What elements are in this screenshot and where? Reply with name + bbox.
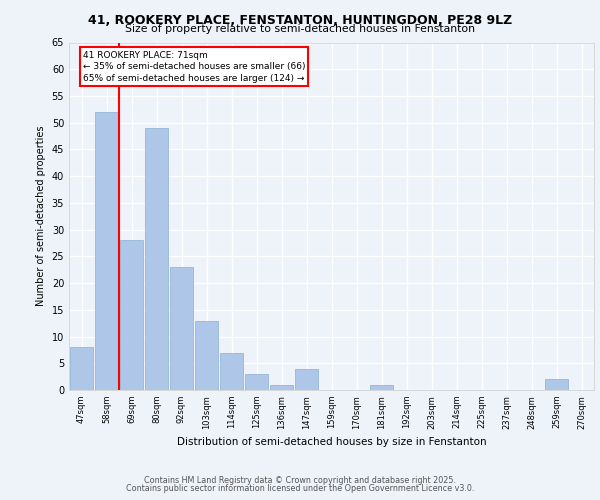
- Text: 41, ROOKERY PLACE, FENSTANTON, HUNTINGDON, PE28 9LZ: 41, ROOKERY PLACE, FENSTANTON, HUNTINGDO…: [88, 14, 512, 27]
- Bar: [95, 112, 118, 390]
- Y-axis label: Number of semi-detached properties: Number of semi-detached properties: [36, 126, 46, 306]
- Bar: [370, 384, 393, 390]
- Text: 41 ROOKERY PLACE: 71sqm
← 35% of semi-detached houses are smaller (66)
65% of se: 41 ROOKERY PLACE: 71sqm ← 35% of semi-de…: [83, 50, 305, 83]
- Bar: [245, 374, 268, 390]
- Bar: [220, 352, 243, 390]
- X-axis label: Distribution of semi-detached houses by size in Fenstanton: Distribution of semi-detached houses by …: [176, 437, 487, 447]
- Bar: [545, 380, 568, 390]
- Bar: [70, 347, 93, 390]
- Text: Contains public sector information licensed under the Open Government Licence v3: Contains public sector information licen…: [126, 484, 474, 493]
- Bar: [195, 320, 218, 390]
- Bar: [120, 240, 143, 390]
- Bar: [295, 368, 318, 390]
- Bar: [170, 267, 193, 390]
- Text: Size of property relative to semi-detached houses in Fenstanton: Size of property relative to semi-detach…: [125, 24, 475, 34]
- Bar: [145, 128, 168, 390]
- Text: Contains HM Land Registry data © Crown copyright and database right 2025.: Contains HM Land Registry data © Crown c…: [144, 476, 456, 485]
- Bar: [270, 384, 293, 390]
